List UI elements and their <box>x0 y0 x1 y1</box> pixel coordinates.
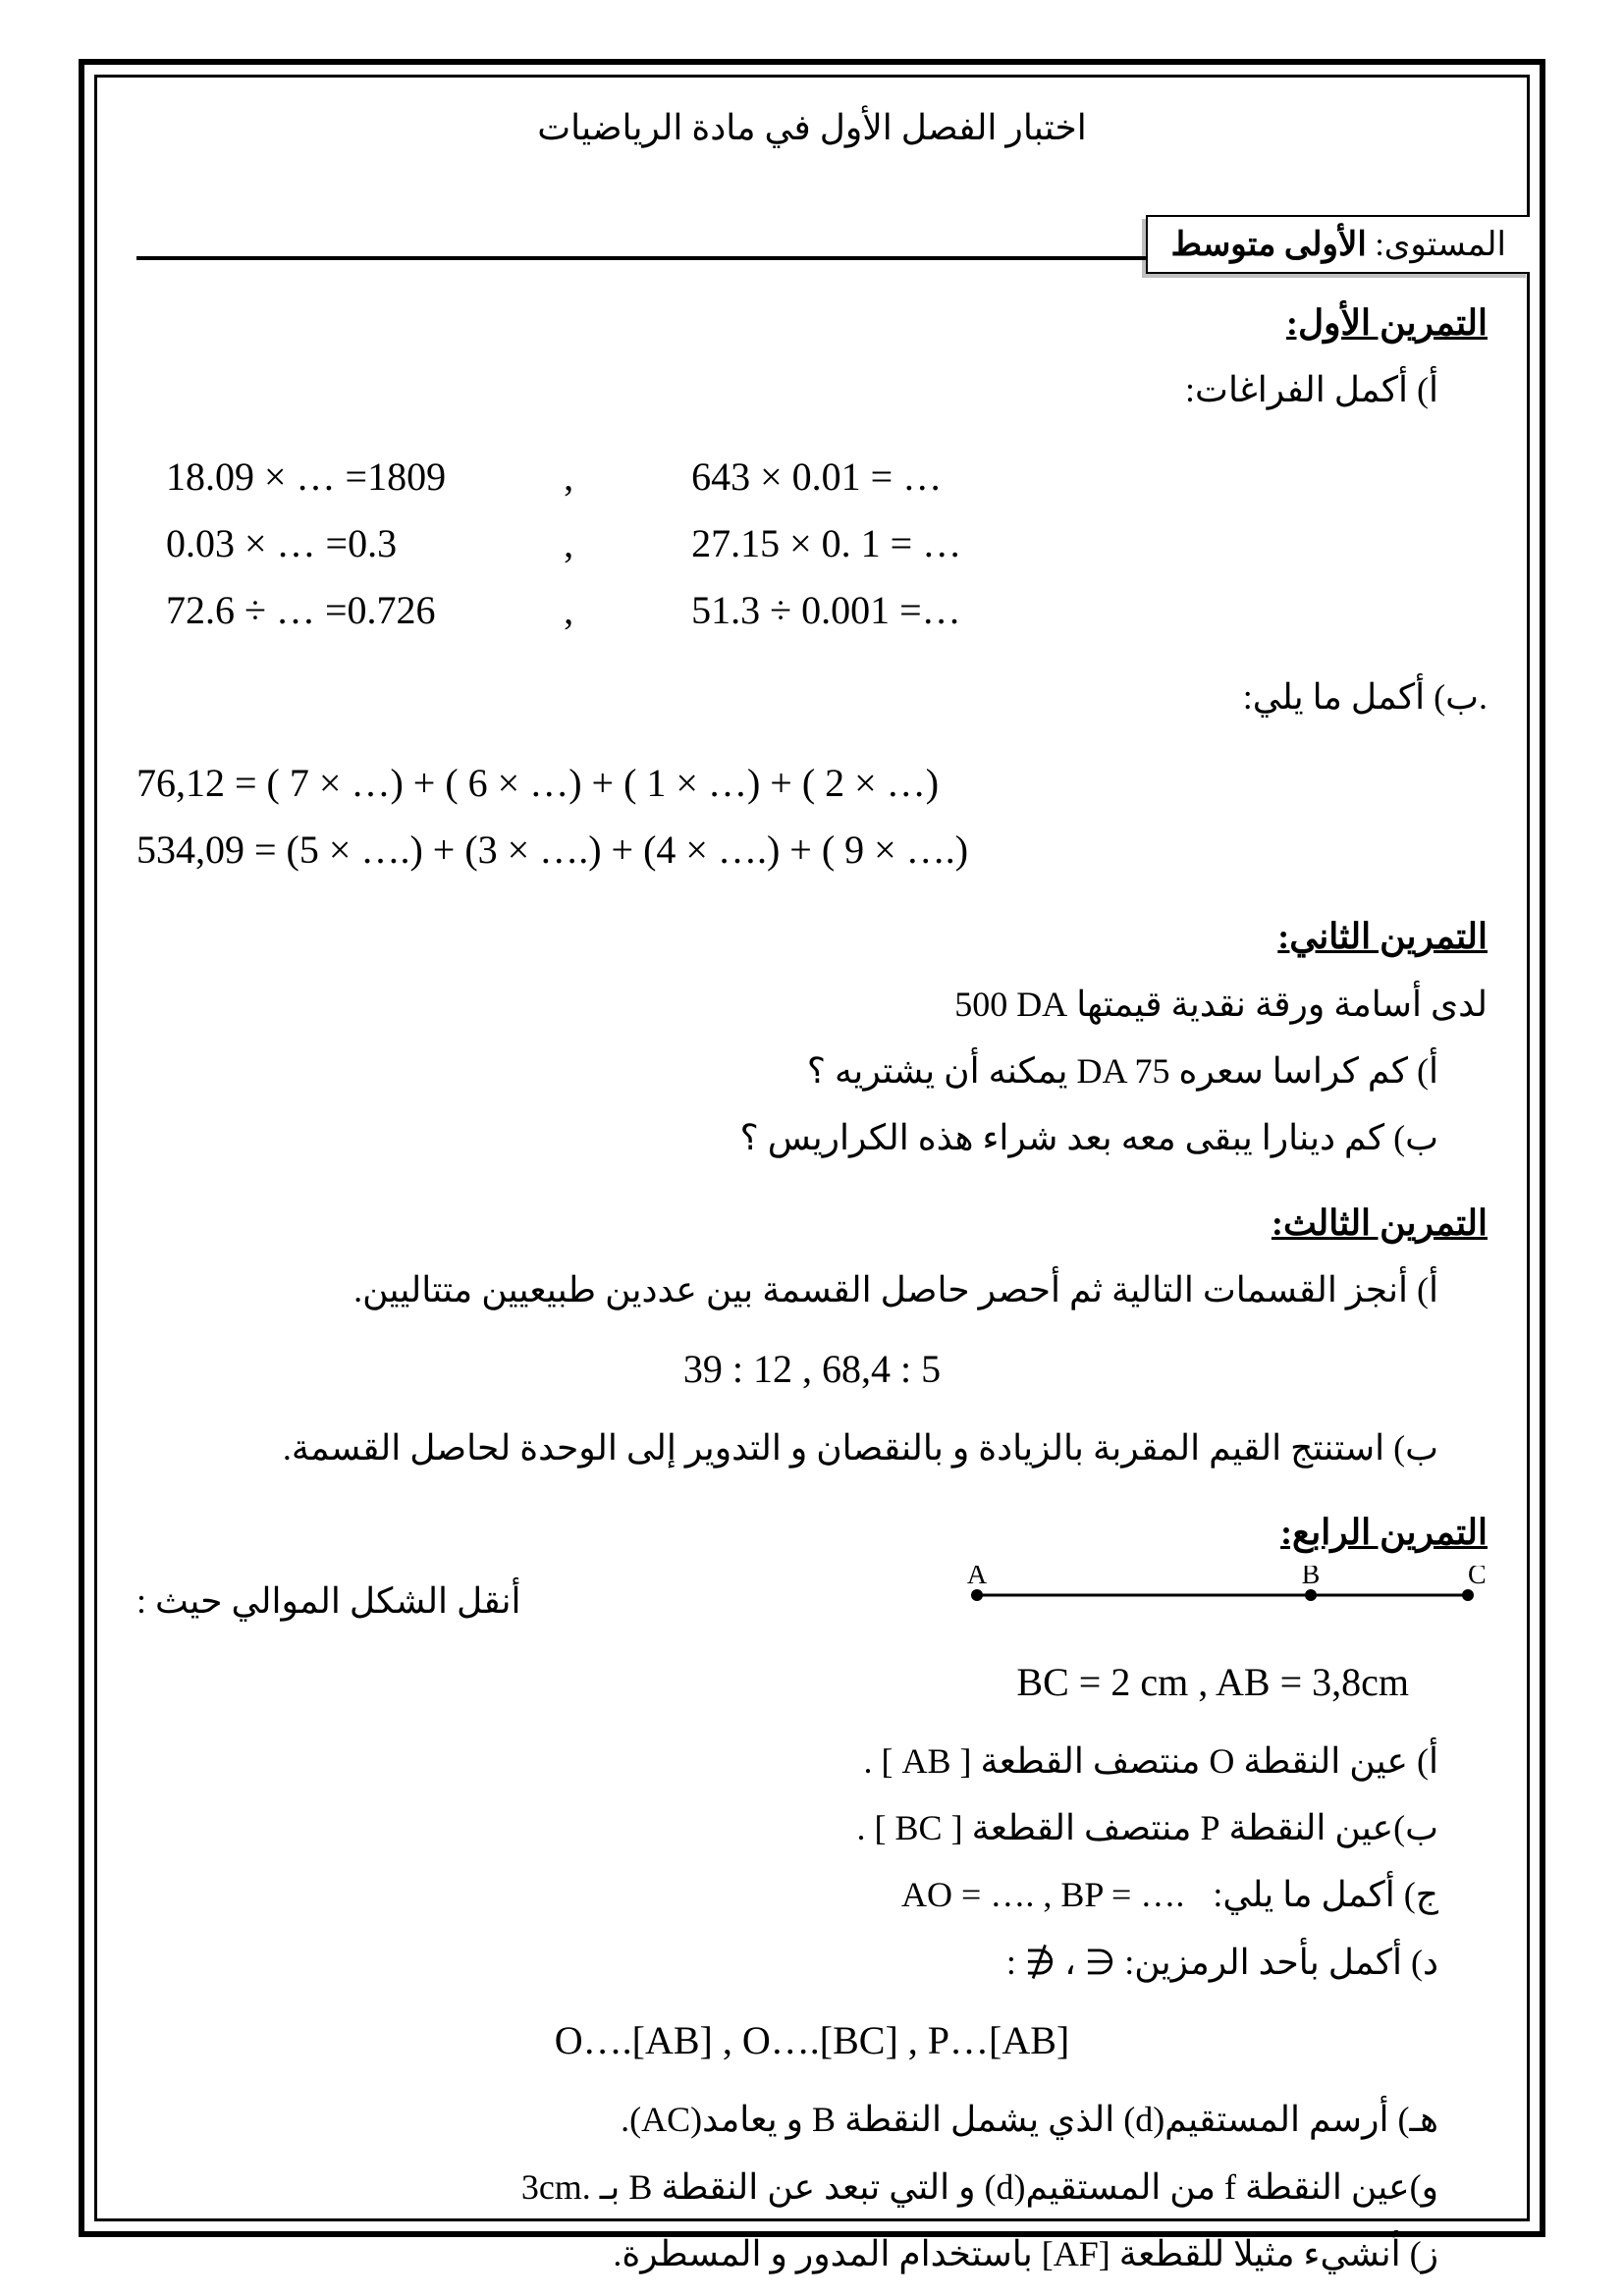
ex4-g: ز) أنشيء مثيلا للقطعة [AF] باستخدام المد… <box>136 2220 1438 2287</box>
ex4-intro: أنقل الشكل الموالي حيث : <box>136 1568 521 1634</box>
ex2-a-post: يمكنه أن يشتريه ؟ <box>807 1051 1068 1091</box>
content: التمرين الأول: أ) أكمل الفراغات: 18.09 ×… <box>136 290 1488 2287</box>
ex4-d-label: د) أكمل بأحد الرمزين: ∈ ، ∉ : <box>136 1929 1438 1996</box>
sep: , <box>564 510 573 577</box>
sep: , <box>564 444 573 510</box>
ex1-b-label: .ب) أكمل ما يلي: <box>136 664 1488 730</box>
ex1-title: التمرين الأول: <box>136 290 1488 356</box>
ex1-b-eq1: 76,12 = ( 7 × …) + ( 6 × …) + ( 1 × …) +… <box>136 750 1488 817</box>
ex4-c-eq: AO = …. , BP = …. <box>901 1875 1184 1914</box>
ex4-c: ج) أكمل ما يلي: AO = …. , BP = …. <box>136 1861 1438 1928</box>
ex4-e: هـ) أرسم المستقيم(d) الذي يشمل النقطة B … <box>136 2086 1438 2153</box>
ex2-b: ب) كم دينارا يبقى معه بعد شراء هذه الكرا… <box>136 1104 1438 1171</box>
ex1-a-left-1: 18.09 × … =1809 <box>166 444 446 510</box>
point-C-label: C <box>1468 1566 1487 1590</box>
ex4-d-eq: O….[AB] , O….[BC] , P…[AB] <box>136 2003 1488 2078</box>
ex3-a: أ) أنجز القسمات التالية ثم أحصر حاصل الق… <box>136 1256 1438 1323</box>
ex2-line1-pre: لدى أسامة ورقة نقدية قيمتها <box>1067 985 1488 1024</box>
ex2-a-pre: أ) كم كراسا سعره <box>1170 1051 1438 1091</box>
ex2-a-val: DA 75 <box>1077 1051 1170 1091</box>
ex2-title: التمرين الثاني: <box>136 903 1488 970</box>
sep: , <box>564 577 573 644</box>
ex1-a-equations: 18.09 × … =1809 0.03 × … =0.3 72.6 ÷ … =… <box>166 444 1488 644</box>
ex3-divs: 39 : 12 , 68,4 : 5 <box>136 1332 1488 1407</box>
ex4-title: التمرين الرابع: <box>136 1499 1488 1566</box>
ex3-title: التمرين الثالث: <box>136 1190 1488 1256</box>
level-label: المستوى: <box>1375 227 1506 263</box>
point-A-label: A <box>967 1566 988 1590</box>
ex4-a: أ) عين النقطة O منتصف القطعة [ AB ] . <box>136 1728 1438 1794</box>
outer-border: اختبار الفصل الأول في مادة الرياضيات الم… <box>79 59 1545 2237</box>
ex1-a-right-3: 51.3 ÷ 0.001 =… <box>691 577 961 644</box>
ex3-b: ب) استنتج القيم المقربة بالزيادة و بالنق… <box>136 1415 1438 1481</box>
ex4-b: ب)عين النقطة P منتصف القطعة [ BC ] . <box>136 1794 1438 1861</box>
inner-border: اختبار الفصل الأول في مادة الرياضيات الم… <box>94 75 1530 2221</box>
ex1-b-eq2: 534,09 = (5 × ….) + (3 × ….) + (4 × ….) … <box>136 817 1488 883</box>
segment-svg: A B C <box>957 1566 1488 1615</box>
ex2-line1-val: 500 DA <box>954 985 1067 1024</box>
page: اختبار الفصل الأول في مادة الرياضيات الم… <box>0 0 1624 2296</box>
page-title: اختبار الفصل الأول في مادة الرياضيات <box>136 107 1488 148</box>
point-B-label: B <box>1302 1566 1321 1590</box>
ex2-line1: لدى أسامة ورقة نقدية قيمتها 500 DA <box>136 971 1488 1038</box>
level-box: المستوى: الأولى متوسط <box>1146 215 1530 274</box>
ex1-a-left-3: 72.6 ÷ … =0.726 <box>166 577 446 644</box>
ex4-c-label: ج) أكمل ما يلي: <box>1213 1875 1438 1914</box>
ex4-f: و)عين النقطة f من المستقيم(d) و التي تبع… <box>136 2154 1438 2220</box>
level-value: الأولى متوسط <box>1171 227 1367 263</box>
ex1-a-left-2: 0.03 × … =0.3 <box>166 510 446 577</box>
ex2-a: أ) كم كراسا سعره DA 75 يمكنه أن يشتريه ؟ <box>136 1038 1438 1104</box>
ex1-a-right-1: 643 × 0.01 = … <box>691 444 961 510</box>
ex1-a-right-2: 27.15 × 0. 1 = … <box>691 510 961 577</box>
ex1-a-label: أ) أكمل الفراغات: <box>136 356 1438 423</box>
ex4-measures: BC = 2 cm , AB = 3,8cm <box>136 1645 1409 1720</box>
segment-figure: A B C <box>957 1566 1488 1636</box>
ex4-intro-row: أنقل الشكل الموالي حيث : A B C <box>136 1566 1488 1636</box>
